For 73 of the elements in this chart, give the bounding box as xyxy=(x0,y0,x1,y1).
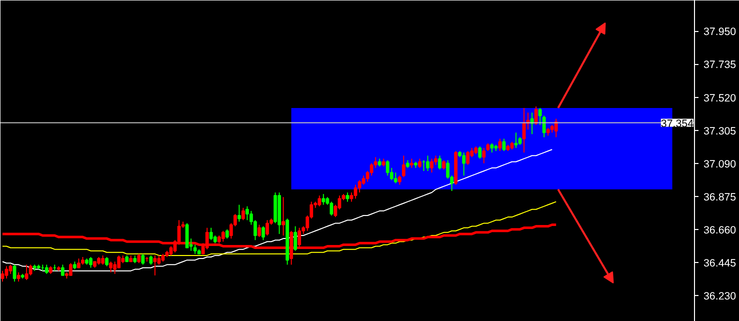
y-tick-label: 36.230 xyxy=(704,290,736,302)
candlestick xyxy=(502,138,506,152)
candlestick xyxy=(538,108,542,126)
candlestick xyxy=(478,146,482,160)
candlestick xyxy=(330,201,334,216)
candlestick xyxy=(294,226,298,252)
candlestick xyxy=(362,175,366,186)
candlestick xyxy=(101,254,104,266)
candlestick xyxy=(77,258,80,268)
candlestick xyxy=(262,226,265,241)
candlestick xyxy=(418,158,422,168)
candlestick xyxy=(350,192,354,202)
candlestick xyxy=(322,194,326,206)
candlestick xyxy=(28,264,32,276)
candlestick xyxy=(490,142,494,154)
candlestick xyxy=(466,150,470,166)
candlestick xyxy=(386,160,390,176)
y-tick-label: 37.305 xyxy=(704,125,736,138)
y-tick-label: 37.090 xyxy=(704,158,736,170)
y-tick-label: 37.520 xyxy=(704,92,736,104)
candlestick xyxy=(221,230,225,242)
candlestick xyxy=(69,262,72,276)
candlestick xyxy=(89,256,92,268)
candlestick xyxy=(225,228,229,240)
candlestick xyxy=(137,253,141,264)
candlestick xyxy=(16,272,20,282)
candlestick xyxy=(0,270,4,282)
candlestick xyxy=(438,155,442,170)
y-tick-label: 36.445 xyxy=(704,257,736,270)
candlestick xyxy=(410,158,414,168)
candlestick xyxy=(4,266,8,279)
candlestick xyxy=(153,254,157,276)
candlestick xyxy=(8,264,12,274)
candlestick xyxy=(241,207,245,221)
candlestick xyxy=(514,132,518,148)
candlestick xyxy=(542,115,546,138)
candlestick xyxy=(318,195,322,207)
candlestick xyxy=(149,254,153,266)
candlestick xyxy=(430,158,434,174)
candlestick xyxy=(394,172,398,184)
candlestick xyxy=(24,264,28,281)
candlestick xyxy=(346,192,350,202)
line-series xyxy=(2,201,557,256)
candlestick xyxy=(402,155,406,178)
candlestick xyxy=(193,244,197,254)
y-tick-label: 36.660 xyxy=(704,224,736,236)
candlestick xyxy=(462,152,466,176)
candlestick xyxy=(237,204,241,222)
ref-line-label: 37.354 xyxy=(660,118,694,130)
candlestick xyxy=(358,180,362,193)
candlestick xyxy=(157,254,161,266)
candlestick xyxy=(554,118,558,138)
candlestick xyxy=(282,196,286,236)
candlestick xyxy=(426,155,430,172)
candlestick xyxy=(246,206,249,221)
y-tick-label: 37.735 xyxy=(704,59,736,72)
candlestick xyxy=(109,261,113,273)
candlestick xyxy=(434,155,438,166)
candlestick xyxy=(44,264,48,274)
candlestick xyxy=(266,220,269,236)
y-tick-label: 36.875 xyxy=(704,191,736,204)
candlestick xyxy=(141,253,145,266)
candlestick xyxy=(209,227,213,241)
candlestick xyxy=(398,175,402,186)
candlestick xyxy=(12,264,16,282)
candlestick xyxy=(105,256,109,267)
candlestick xyxy=(442,160,446,170)
candlestick xyxy=(482,147,486,164)
y-tick-label: 37.950 xyxy=(704,26,736,38)
candlestick xyxy=(258,224,261,238)
candlestick xyxy=(498,138,502,152)
candlestick xyxy=(185,222,189,248)
candlestick xyxy=(60,264,64,276)
